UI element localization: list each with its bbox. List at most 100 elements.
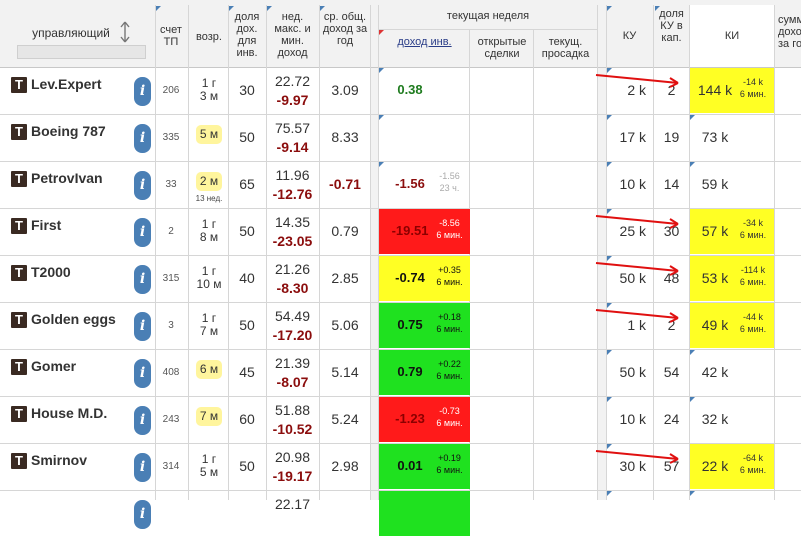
week-minmax: 75.57 -9.14 xyxy=(267,119,318,157)
info-icon[interactable]: i xyxy=(134,359,151,388)
week-max: 21.26 xyxy=(274,261,311,277)
ki-cell: 59 k xyxy=(690,162,774,207)
income-value: 0.79 xyxy=(397,364,423,379)
income-cell: -1.23 -0.73 6 мин. xyxy=(379,397,470,442)
grid-line xyxy=(0,208,801,209)
info-icon[interactable]: i xyxy=(134,406,151,435)
age-months: 8 м xyxy=(199,230,219,244)
age-cell: 5 м xyxy=(192,125,226,144)
info-icon[interactable]: i xyxy=(134,218,151,247)
week-max: 21.39 xyxy=(274,355,311,371)
age-badge: 2 м xyxy=(195,172,223,191)
week-minmax: 20.98 -19.17 xyxy=(267,448,318,486)
manager-name[interactable]: T2000 xyxy=(31,264,71,280)
info-icon[interactable]: i xyxy=(134,500,151,529)
ki-change: -114 k 6 мин. xyxy=(732,264,774,288)
income-inv-header[interactable]: доход инв. xyxy=(397,36,452,48)
ki-change: -34 k 6 мин. xyxy=(732,217,774,241)
week-max: 11.96 xyxy=(275,167,310,183)
week-minmax-header: нед. макс. и мин. доход xyxy=(274,11,311,59)
cell-marker xyxy=(607,491,612,496)
cell-marker xyxy=(607,444,612,449)
cell-marker xyxy=(607,162,612,167)
age-months: 5 м xyxy=(199,465,219,479)
week-max: 22.72 xyxy=(274,73,311,89)
account-header: счет ТП xyxy=(160,24,182,48)
age-badge: 5 м xyxy=(195,125,223,144)
sort-updown-icon[interactable] xyxy=(118,21,132,43)
week-minmax: 11.96 -12.76 xyxy=(267,166,318,204)
info-icon[interactable]: i xyxy=(134,171,151,200)
grid-line xyxy=(155,5,156,500)
manager-name[interactable]: Lev.Expert xyxy=(31,76,102,92)
manager-name[interactable]: PetrovIvan xyxy=(31,170,103,186)
manager-type-icon: T xyxy=(11,171,27,187)
ki-value: 22 k xyxy=(701,458,729,474)
income-change-value: +0.18 xyxy=(438,312,461,322)
age-months: 3 м xyxy=(199,89,219,103)
ku-value: 10 k xyxy=(619,176,646,192)
account-number: 3 xyxy=(168,320,174,331)
income-value: 0.01 xyxy=(397,458,423,473)
income-cell: 0.38 xyxy=(379,68,470,113)
week-minmax: 51.88 -10.52 xyxy=(267,401,318,439)
ki-change-time: 6 мин. xyxy=(739,230,767,240)
income-change: -0.73 6 мин. xyxy=(429,405,470,429)
grid-line xyxy=(533,29,534,500)
ki-change-value: -34 k xyxy=(742,218,763,228)
avg-income: 2.85 xyxy=(331,270,359,286)
manager-name[interactable]: Golden eggs xyxy=(31,311,116,327)
grid-line xyxy=(0,349,801,350)
share-income-header: доля дох. для инв. xyxy=(234,11,260,59)
manager-name[interactable]: First xyxy=(31,217,62,233)
manager-type-icon: T xyxy=(11,453,27,469)
account-number: 206 xyxy=(162,85,180,96)
week-max: 54.49 xyxy=(274,308,311,324)
info-icon[interactable]: i xyxy=(134,312,151,341)
ku-share: 2 xyxy=(667,317,676,333)
info-icon[interactable]: i xyxy=(134,124,151,153)
cell-marker xyxy=(379,68,384,73)
age-sub: 13 нед. xyxy=(195,194,223,203)
info-icon[interactable]: i xyxy=(134,77,151,106)
manager-name[interactable]: Boeing 787 xyxy=(31,123,106,139)
income-change: +0.35 6 мин. xyxy=(429,264,470,288)
manager-header: управляющий xyxy=(32,26,110,40)
grid-line xyxy=(0,396,801,397)
manager-type-icon: T xyxy=(11,406,27,422)
income-change: -1.56 23 ч. xyxy=(429,170,470,194)
manager-type-icon: T xyxy=(11,265,27,281)
income-cell xyxy=(379,491,470,536)
manager-name[interactable]: Smirnov xyxy=(31,452,88,468)
grid-line xyxy=(0,255,801,256)
info-icon[interactable]: i xyxy=(134,265,151,294)
income-change-value: -1.56 xyxy=(439,171,460,181)
share-income: 60 xyxy=(239,411,255,427)
ki-change: -44 k 6 мин. xyxy=(732,311,774,335)
ki-change-time: 6 мин. xyxy=(739,277,767,287)
share-income: 50 xyxy=(239,129,255,145)
ki-change-value: -14 k xyxy=(742,77,763,87)
cell-marker xyxy=(607,303,612,308)
info-icon[interactable]: i xyxy=(134,453,151,482)
manager-type-icon: T xyxy=(11,218,27,234)
cell-marker xyxy=(690,491,695,496)
income-change: +0.18 6 мин. xyxy=(429,311,470,335)
income-change-time: 6 мин. xyxy=(436,324,463,334)
age-badge: 6 м xyxy=(195,360,223,379)
ki-cell: 73 k xyxy=(690,115,774,160)
ki-value: 42 k xyxy=(701,364,729,380)
income-value: 0.38 xyxy=(397,82,423,97)
cell-marker xyxy=(607,209,612,214)
grid-line xyxy=(0,490,801,491)
manager-name[interactable]: Gomer xyxy=(31,358,77,374)
header-marker xyxy=(607,6,612,11)
week-min: -12.76 xyxy=(272,186,313,202)
grid-line xyxy=(370,5,371,500)
manager-name[interactable]: House M.D. xyxy=(31,405,108,421)
ki-header-cell xyxy=(690,5,774,67)
header-marker xyxy=(320,6,325,11)
cell-marker xyxy=(690,115,695,120)
cell-marker xyxy=(379,115,384,120)
manager-filter-input[interactable] xyxy=(17,45,146,59)
